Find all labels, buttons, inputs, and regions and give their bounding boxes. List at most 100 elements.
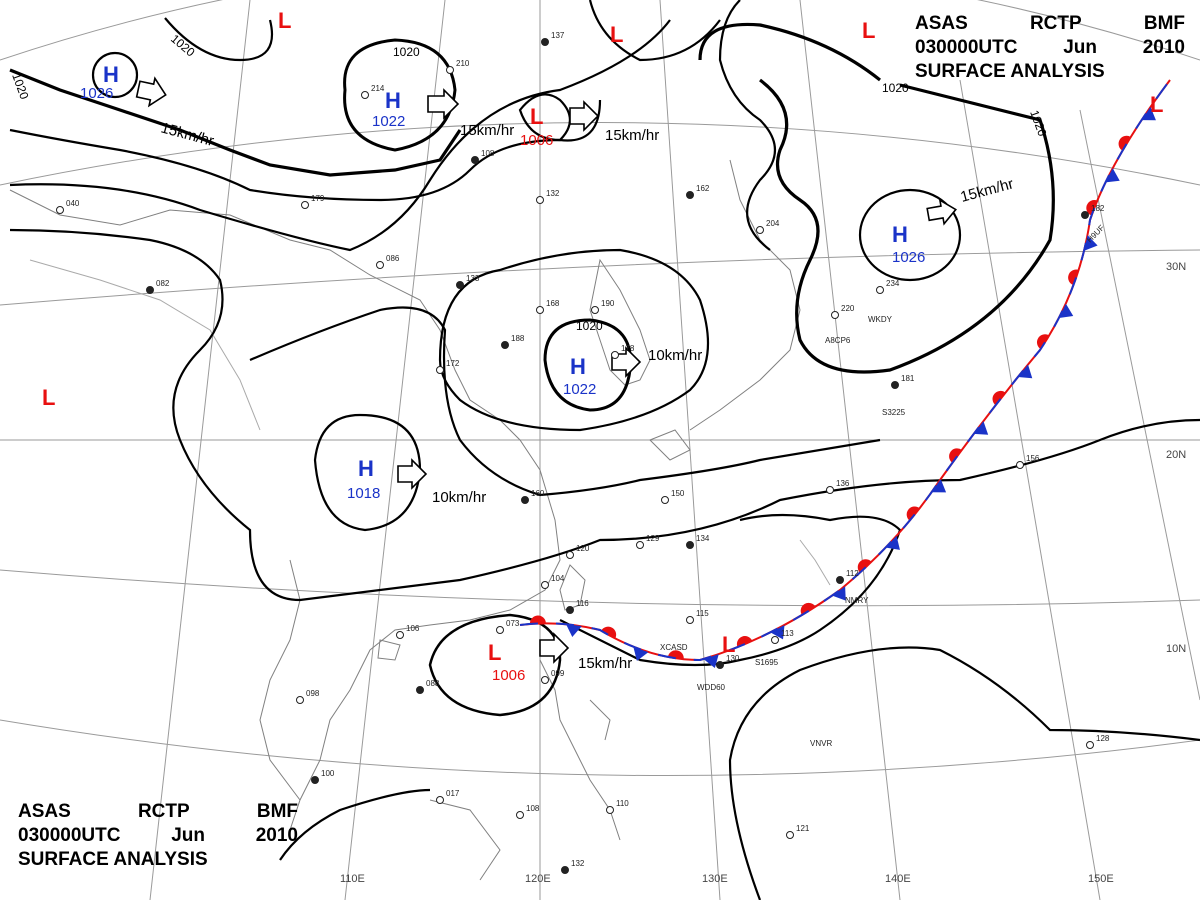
station-circle xyxy=(836,576,844,584)
station-circle xyxy=(396,631,404,639)
station-pressure: 172 xyxy=(446,359,460,368)
station-pressure: 182 xyxy=(1091,204,1105,213)
year: 2010 xyxy=(1142,37,1185,58)
station-pressure: 112 xyxy=(846,569,859,578)
cold-front-triangle xyxy=(1141,106,1156,121)
station-circle xyxy=(471,156,479,164)
station-circle xyxy=(686,191,694,199)
isobar-label: 1020 xyxy=(576,319,603,333)
station-code: WKDY xyxy=(868,315,893,324)
cold-front-triangle xyxy=(1084,235,1098,251)
lon-label: 130E xyxy=(702,873,728,885)
station-circle xyxy=(496,626,504,634)
station-circle xyxy=(636,541,644,549)
cold-front-triangle xyxy=(770,624,785,640)
product-name: SURFACE ANALYSIS xyxy=(18,849,208,870)
station-circle xyxy=(566,551,574,559)
month: Jun xyxy=(171,825,205,846)
station-pressure: 106 xyxy=(406,624,420,633)
station-pressure: 160 xyxy=(531,489,545,498)
station-pressure: 108 xyxy=(481,149,495,158)
high-pressure-center: H xyxy=(358,456,374,481)
high-pressure-center: H xyxy=(385,88,401,113)
station-pressure: 214 xyxy=(371,84,385,93)
station-circle xyxy=(826,486,834,494)
low-pressure-center: L xyxy=(862,18,875,43)
station: RCTP xyxy=(1029,13,1082,34)
motion-speed: 10km/hr xyxy=(432,489,486,506)
isobar-label: 1020 xyxy=(393,45,420,59)
station-circle xyxy=(541,581,549,589)
cold-front-triangle xyxy=(1105,168,1120,183)
station-circle xyxy=(361,91,369,99)
high-pressure-value: 1022 xyxy=(372,113,405,130)
high-pressure-center: H xyxy=(103,62,119,87)
lat-label: 20N xyxy=(1166,449,1186,461)
station-circle xyxy=(606,806,614,814)
station-circle xyxy=(536,306,544,314)
station-circle xyxy=(1081,211,1089,219)
station-circle xyxy=(661,496,669,504)
station-circle xyxy=(516,811,524,819)
warm-front-semicircle xyxy=(529,615,546,624)
station: RCTP xyxy=(137,801,190,822)
high-pressure-value: 1022 xyxy=(563,381,596,398)
station-circle xyxy=(876,286,884,294)
cold-front-triangle xyxy=(703,654,719,669)
station-circle xyxy=(771,636,779,644)
station-pressure: 134 xyxy=(696,534,710,543)
warm-front-semicircle xyxy=(601,626,617,639)
station-pressure: 040 xyxy=(66,199,80,208)
station-pressure: 120 xyxy=(576,544,590,553)
low-pressure-center: L xyxy=(530,104,543,129)
station-circle xyxy=(591,306,599,314)
station-circle xyxy=(686,616,694,624)
stationary-front xyxy=(519,79,1171,669)
lat-label: 30N xyxy=(1166,261,1186,273)
station-pressure: 073 xyxy=(506,619,520,628)
warm-front-semicircle xyxy=(1068,269,1079,286)
station-circle xyxy=(561,866,569,874)
station-circle xyxy=(416,686,424,694)
station-pressure: 121 xyxy=(796,824,810,833)
low-pressure-center: L xyxy=(1150,92,1163,117)
station-code: VNVR xyxy=(810,739,832,748)
low-pressure-center: L xyxy=(42,385,55,410)
station-circle xyxy=(456,281,464,289)
warm-front-semicircle xyxy=(992,390,1006,406)
cold-front-triangle xyxy=(565,624,582,637)
warm-front-semicircle xyxy=(906,506,920,521)
station-pressure: 088 xyxy=(426,679,440,688)
station-pressure: 104 xyxy=(551,574,565,583)
valid-time: 030000UTC xyxy=(18,825,121,846)
high-pressure-value: 1018 xyxy=(347,485,380,502)
motion-arrows xyxy=(135,76,957,664)
station-pressure: 116 xyxy=(576,599,589,608)
pressure-centers: H 1026 15km/hr L H 1022 15km/hr L 1006 1… xyxy=(42,8,1163,684)
station-pressure: 178 xyxy=(621,344,635,353)
cold-front-triangle xyxy=(885,535,900,550)
isobar-label: 1020 xyxy=(882,81,909,95)
title-block-bottom: ASAS RCTP BMF 030000UTC Jun 2010 SURFACE… xyxy=(18,800,298,872)
station-code: A8CP6 xyxy=(825,336,851,345)
station-pressure: 188 xyxy=(511,334,525,343)
station-circle xyxy=(521,496,529,504)
station-pressure: 098 xyxy=(306,689,320,698)
year: 2010 xyxy=(255,825,298,846)
station-pressure: 130 xyxy=(726,654,740,663)
station-code: XCASD xyxy=(660,643,688,652)
unit: BMF xyxy=(256,801,298,822)
low-pressure-center: L xyxy=(488,640,501,665)
station-circle xyxy=(541,38,549,46)
station-pressure: 150 xyxy=(671,489,685,498)
longitude-labels: 110E 120E 130E 140E 150E xyxy=(340,873,1114,885)
lon-label: 110E xyxy=(340,873,365,885)
station-circle xyxy=(756,226,764,234)
low-pressure-center: L xyxy=(610,22,623,47)
station-pressure: 128 xyxy=(1096,734,1110,743)
latitude-lines xyxy=(0,0,1200,777)
station-circle xyxy=(786,831,794,839)
station-circle xyxy=(296,696,304,704)
station-circle xyxy=(436,366,444,374)
station-pressure: 181 xyxy=(901,374,915,383)
